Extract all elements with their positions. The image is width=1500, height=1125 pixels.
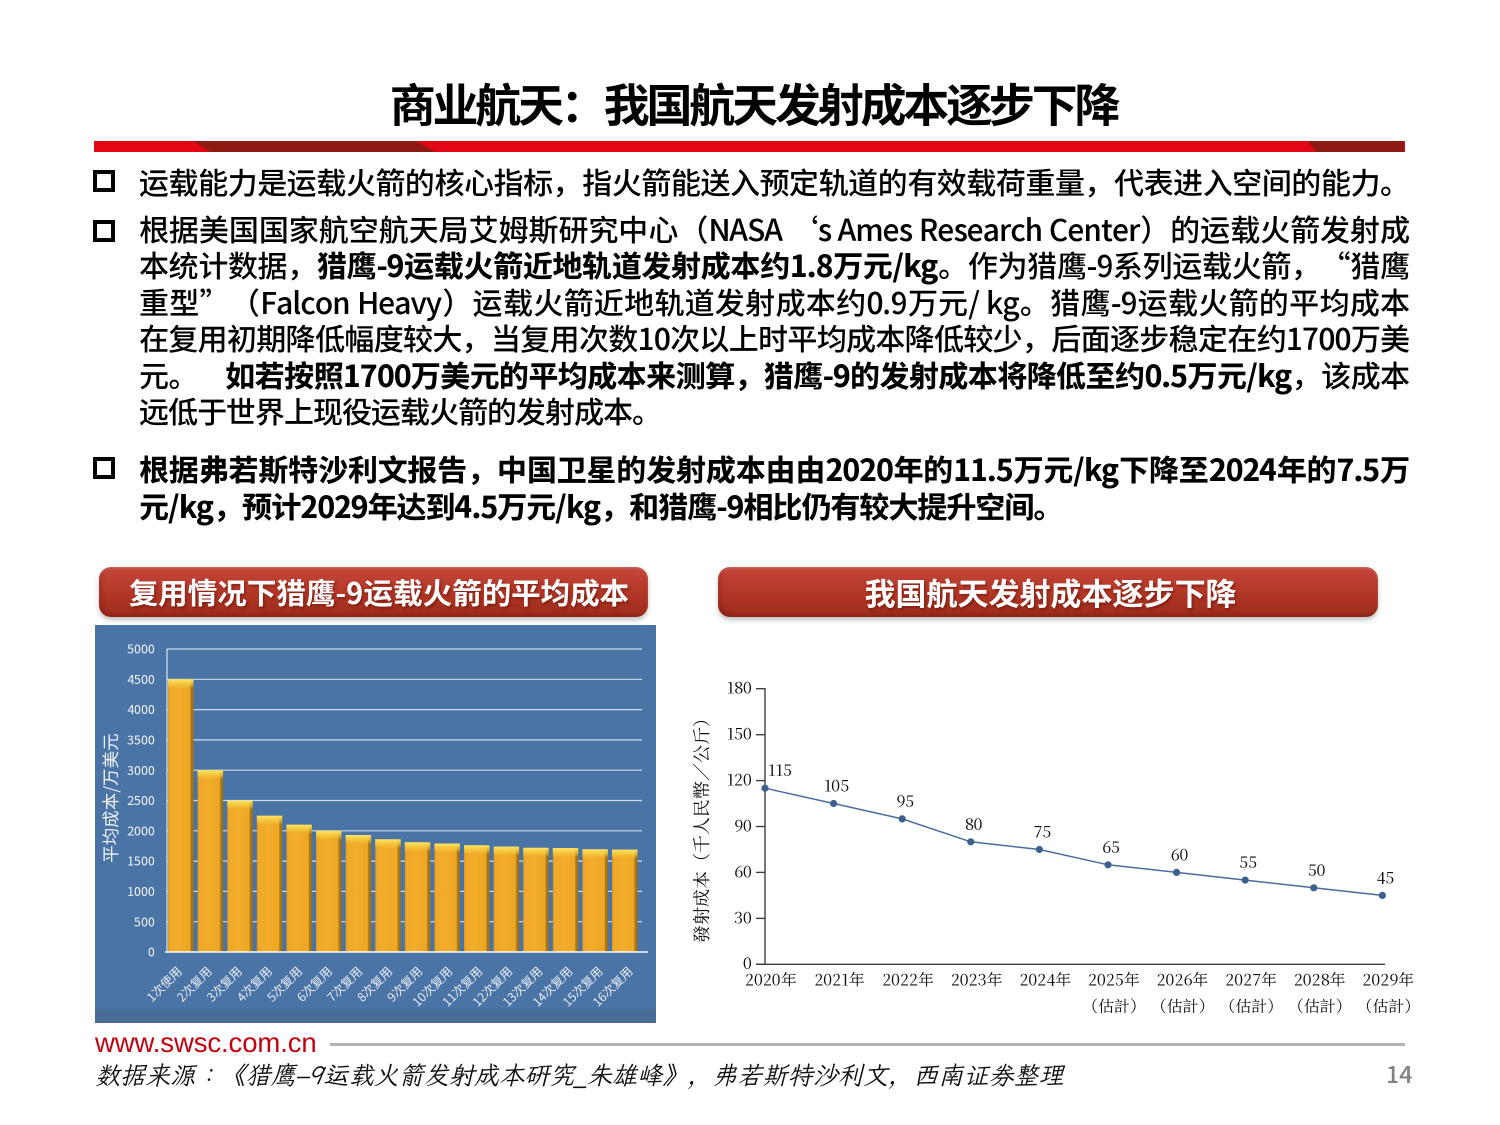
svg-text:0: 0 <box>743 951 752 974</box>
svg-text:120: 120 <box>727 768 752 791</box>
svg-text:1000: 1000 <box>127 881 155 900</box>
svg-text:平均成本/万美元: 平均成本/万美元 <box>98 733 123 862</box>
svg-text:60: 60 <box>734 859 752 882</box>
svg-text:2027年: 2027年 <box>1225 968 1277 991</box>
svg-text:150: 150 <box>727 722 752 745</box>
svg-text:50: 50 <box>1308 858 1326 881</box>
svg-text:3000: 3000 <box>127 760 155 779</box>
svg-text:（估計）: （估計） <box>1151 994 1215 1017</box>
svg-text:2029年: 2029年 <box>1363 968 1415 991</box>
svg-text:2000: 2000 <box>127 820 155 839</box>
svg-text:90: 90 <box>734 813 752 836</box>
svg-text:（估計）: （估計） <box>1356 994 1420 1017</box>
svg-text:500: 500 <box>133 911 155 930</box>
svg-text:2500: 2500 <box>127 790 155 809</box>
svg-text:105: 105 <box>824 774 849 797</box>
svg-text:180: 180 <box>727 676 752 699</box>
svg-text:4500: 4500 <box>127 669 155 688</box>
svg-text:95: 95 <box>896 789 914 812</box>
svg-text:2026年: 2026年 <box>1157 968 1209 991</box>
svg-text:發射成本（千人民幣／公斤）: 發射成本（千人民幣／公斤） <box>688 709 714 943</box>
svg-text:2022年: 2022年 <box>882 968 934 991</box>
svg-text:（估計）: （估計） <box>1288 994 1352 1017</box>
svg-text:45: 45 <box>1376 865 1394 888</box>
svg-text:1500: 1500 <box>127 851 155 870</box>
svg-text:5000: 5000 <box>126 639 155 658</box>
svg-text:2025年: 2025年 <box>1088 968 1140 991</box>
svg-text:30: 30 <box>734 905 752 928</box>
svg-text:75: 75 <box>1034 820 1052 843</box>
svg-text:2021年: 2021年 <box>814 968 864 991</box>
svg-text:2020年: 2020年 <box>745 968 797 991</box>
svg-text:60: 60 <box>1171 842 1189 865</box>
svg-text:80: 80 <box>965 812 983 835</box>
svg-text:0: 0 <box>148 942 155 961</box>
svg-text:（估計）: （估計） <box>1219 994 1283 1017</box>
svg-text:115: 115 <box>768 758 792 781</box>
svg-text:2028年: 2028年 <box>1294 968 1346 991</box>
svg-text:（估計）: （估計） <box>1082 994 1146 1017</box>
svg-text:65: 65 <box>1102 835 1120 858</box>
svg-text:2024年: 2024年 <box>1020 968 1072 991</box>
svg-text:2023年: 2023年 <box>951 968 1003 991</box>
svg-text:4000: 4000 <box>127 699 155 718</box>
svg-text:3500: 3500 <box>127 730 155 749</box>
svg-text:55: 55 <box>1239 850 1257 873</box>
